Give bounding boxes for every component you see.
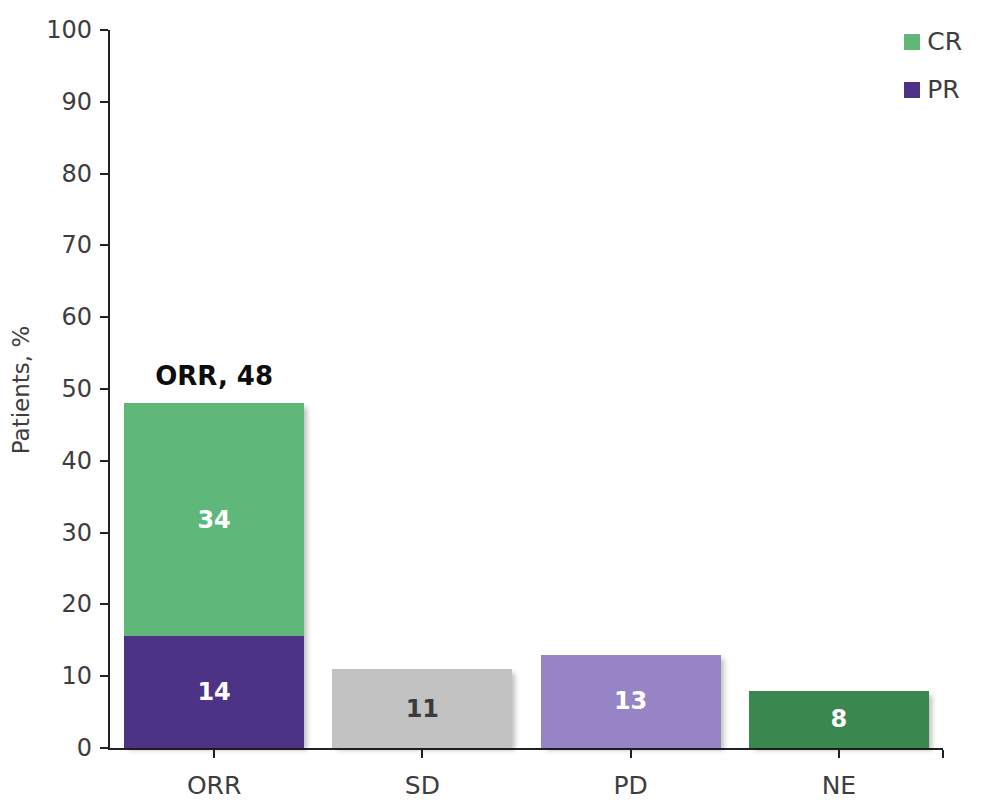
bars-row: 1434ORR, 48ORR11SD13PD8NE bbox=[110, 30, 943, 748]
bar-value-label: 11 bbox=[406, 695, 439, 723]
bar-total-annotation: ORR, 48 bbox=[110, 361, 318, 391]
bar-sd: 11 bbox=[332, 669, 512, 748]
legend-label: PR bbox=[927, 76, 959, 104]
x-axis-line bbox=[108, 748, 943, 750]
y-axis-tick bbox=[100, 29, 108, 31]
x-axis-tick bbox=[838, 750, 840, 758]
category-slot: 8NE bbox=[735, 30, 943, 748]
x-axis-tick bbox=[421, 750, 423, 758]
bar-segment-ne: 8 bbox=[749, 691, 929, 748]
bar-value-label: 13 bbox=[614, 687, 647, 715]
bar-orr: 14 34 bbox=[124, 403, 304, 748]
legend-swatch-icon bbox=[904, 82, 920, 98]
category-label-sd: SD bbox=[318, 771, 526, 800]
y-axis-tick bbox=[100, 460, 108, 462]
y-axis-tick bbox=[100, 603, 108, 605]
y-axis-tick-label: 0 bbox=[32, 734, 92, 762]
y-axis-tick bbox=[100, 316, 108, 318]
category-slot: 1434ORR, 48ORR bbox=[110, 30, 318, 748]
legend-label: CR bbox=[927, 28, 962, 56]
x-axis-tick bbox=[213, 750, 215, 758]
y-axis-title: Patients, % bbox=[8, 326, 34, 455]
x-axis-end-tick bbox=[942, 750, 944, 758]
y-axis-tick-label: 80 bbox=[32, 160, 92, 188]
y-axis-tick-label: 100 bbox=[32, 16, 92, 44]
y-axis-tick-label: 50 bbox=[32, 375, 92, 403]
bar-segment-pd: 13 bbox=[541, 655, 721, 748]
y-axis-tick bbox=[100, 747, 108, 749]
y-axis-tick bbox=[100, 173, 108, 175]
y-axis-tick-label: 30 bbox=[32, 519, 92, 547]
x-axis-tick bbox=[630, 750, 632, 758]
y-axis-tick-label: 60 bbox=[32, 303, 92, 331]
y-axis-tick bbox=[100, 101, 108, 103]
bar-value-label: 8 bbox=[831, 705, 848, 733]
category-slot: 11SD bbox=[318, 30, 526, 748]
bar-segment-cr: 34 bbox=[124, 403, 304, 635]
category-slot: 13PD bbox=[527, 30, 735, 748]
bar-segment-sd: 11 bbox=[332, 669, 512, 748]
y-axis-tick-label: 10 bbox=[32, 662, 92, 690]
bar-value-label: 14 bbox=[197, 678, 230, 706]
bar-pd: 13 bbox=[541, 655, 721, 748]
bar-ne: 8 bbox=[749, 691, 929, 748]
y-axis-tick-label: 90 bbox=[32, 88, 92, 116]
bar-segment-pr: 14 bbox=[124, 636, 304, 748]
y-axis-tick-label: 40 bbox=[32, 447, 92, 475]
category-label-orr: ORR bbox=[110, 771, 318, 800]
plot-area: 1434ORR, 48ORR11SD13PD8NE 01020304050607… bbox=[110, 30, 943, 748]
legend-item-pr: PR bbox=[904, 76, 962, 104]
category-label-ne: NE bbox=[735, 771, 943, 800]
legend: CR PR bbox=[904, 28, 962, 104]
y-axis-tick bbox=[100, 388, 108, 390]
bar-chart: Patients, % 1434ORR, 48ORR11SD13PD8NE 01… bbox=[0, 0, 1000, 808]
y-axis-tick bbox=[100, 675, 108, 677]
bar-value-label: 34 bbox=[197, 506, 230, 534]
y-axis-tick bbox=[100, 532, 108, 534]
y-axis-tick bbox=[100, 244, 108, 246]
y-axis-tick-label: 20 bbox=[32, 590, 92, 618]
legend-swatch-icon bbox=[904, 34, 920, 50]
legend-item-cr: CR bbox=[904, 28, 962, 56]
category-label-pd: PD bbox=[527, 771, 735, 800]
y-axis-tick-label: 70 bbox=[32, 231, 92, 259]
